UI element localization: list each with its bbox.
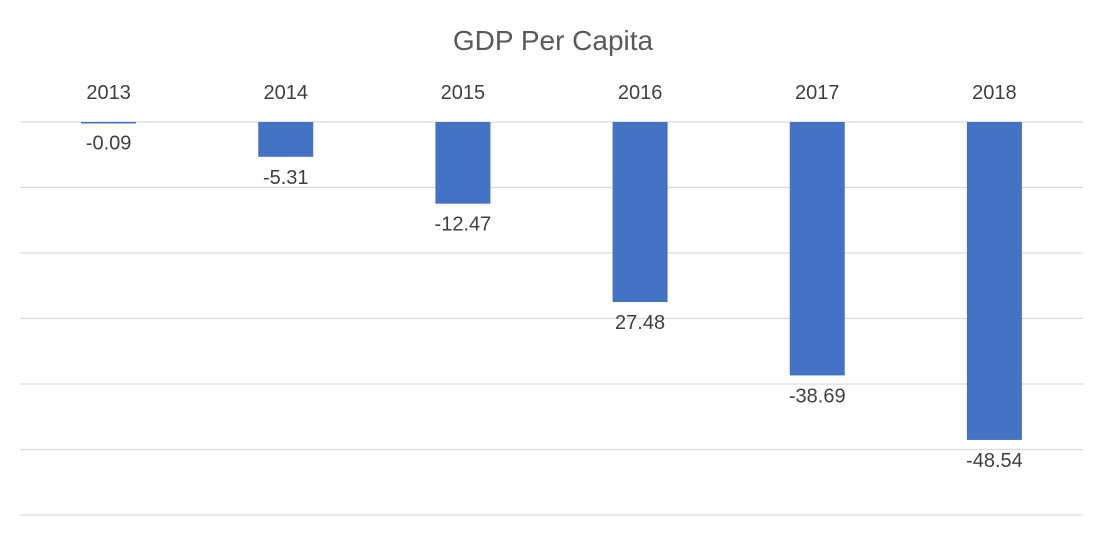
category-label-2017: 2017	[795, 82, 840, 104]
bars	[81, 122, 1022, 440]
bar-2015	[435, 122, 491, 204]
bar-2018	[966, 122, 1022, 440]
bar-2017	[789, 122, 845, 376]
chart-title: GDP Per Capita	[453, 25, 654, 56]
category-label-2016: 2016	[618, 82, 663, 104]
data-label-2018: -48.54	[966, 450, 1023, 472]
data-label-2017: -38.69	[789, 385, 846, 407]
data-labels: -0.09 -5.31 -12.47 27.48 -38.69 -48.54	[86, 133, 1023, 472]
bar-2016	[612, 122, 668, 302]
bar-2014	[258, 122, 314, 157]
category-label-2013: 2013	[86, 82, 131, 104]
data-label-2013: -0.09	[86, 133, 132, 155]
data-label-2015: -12.47	[435, 214, 492, 236]
data-label-2016: 27.48	[615, 312, 665, 334]
category-label-2018: 2018	[972, 82, 1017, 104]
category-labels: 2013 2014 2015 2016 2017 2018	[86, 82, 1016, 104]
category-label-2015: 2015	[441, 82, 486, 104]
data-label-2014: -5.31	[263, 167, 309, 189]
bar-2013	[81, 122, 137, 124]
category-label-2014: 2014	[264, 82, 309, 104]
gridlines	[20, 121, 1083, 516]
